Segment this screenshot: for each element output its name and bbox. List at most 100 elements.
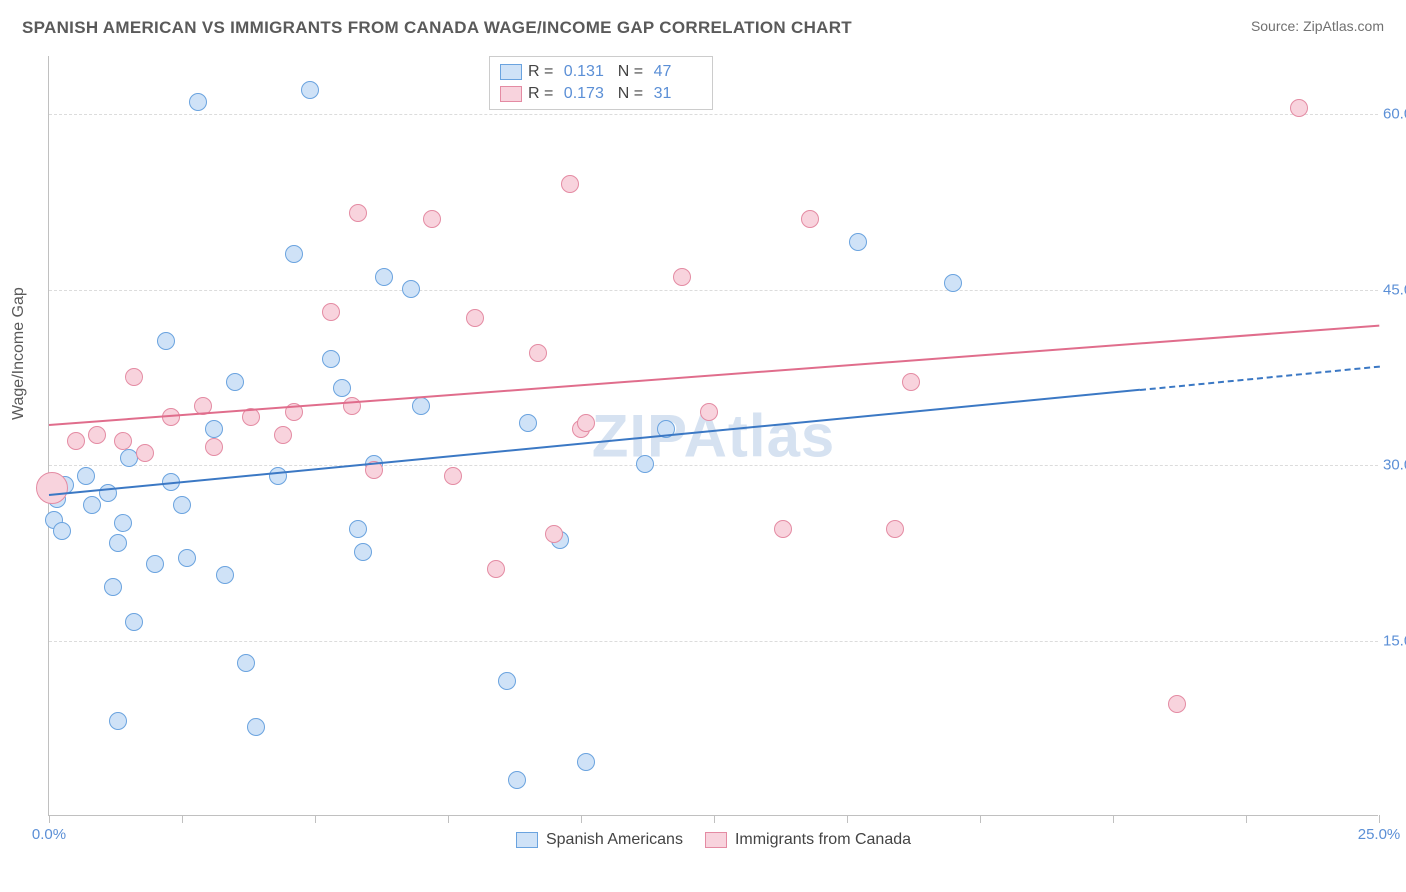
scatter-point bbox=[205, 438, 223, 456]
legend-swatch bbox=[500, 86, 522, 102]
trend-line bbox=[1139, 366, 1379, 391]
scatter-point bbox=[274, 426, 292, 444]
legend-series-item: Spanish Americans bbox=[516, 831, 683, 849]
scatter-point bbox=[343, 397, 361, 415]
x-tick bbox=[714, 815, 715, 823]
x-tick-label: 25.0% bbox=[1358, 826, 1401, 843]
scatter-point bbox=[114, 514, 132, 532]
scatter-point bbox=[189, 93, 207, 111]
scatter-point bbox=[36, 472, 68, 504]
scatter-point bbox=[173, 496, 191, 514]
scatter-point bbox=[53, 522, 71, 540]
scatter-point bbox=[349, 520, 367, 538]
scatter-point bbox=[136, 444, 154, 462]
scatter-point bbox=[67, 432, 85, 450]
scatter-point bbox=[375, 268, 393, 286]
x-tick bbox=[847, 815, 848, 823]
scatter-point bbox=[902, 373, 920, 391]
scatter-point bbox=[125, 613, 143, 631]
legend-r-label: R = bbox=[528, 85, 558, 103]
scatter-point bbox=[157, 332, 175, 350]
x-tick bbox=[49, 815, 50, 823]
chart-source: Source: ZipAtlas.com bbox=[1251, 18, 1384, 34]
scatter-point bbox=[322, 350, 340, 368]
scatter-point bbox=[545, 525, 563, 543]
y-tick-label: 60.0% bbox=[1383, 106, 1406, 123]
legend-correlation-row: R = 0.173 N = 31 bbox=[500, 83, 702, 105]
chart-header: SPANISH AMERICAN VS IMMIGRANTS FROM CANA… bbox=[0, 0, 1406, 46]
scatter-point bbox=[109, 712, 127, 730]
scatter-point bbox=[83, 496, 101, 514]
gridline bbox=[49, 114, 1378, 115]
scatter-point bbox=[333, 379, 351, 397]
legend-swatch bbox=[705, 832, 727, 848]
x-tick bbox=[182, 815, 183, 823]
gridline bbox=[49, 465, 1378, 466]
y-axis-label: Wage/Income Gap bbox=[10, 287, 28, 420]
scatter-point bbox=[77, 467, 95, 485]
scatter-point bbox=[944, 274, 962, 292]
legend-series: Spanish Americans Immigrants from Canada bbox=[49, 831, 1378, 849]
scatter-point bbox=[487, 560, 505, 578]
scatter-point bbox=[269, 467, 287, 485]
scatter-point bbox=[349, 204, 367, 222]
scatter-point bbox=[125, 368, 143, 386]
legend-swatch bbox=[516, 832, 538, 848]
legend-correlation: R = 0.131N = 47R = 0.173N = 31 bbox=[489, 56, 713, 110]
legend-r-value: 0.173 bbox=[564, 85, 612, 103]
x-tick-label: 0.0% bbox=[32, 826, 66, 843]
scatter-point bbox=[444, 467, 462, 485]
scatter-point bbox=[354, 543, 372, 561]
scatter-point bbox=[114, 432, 132, 450]
legend-series-item: Immigrants from Canada bbox=[705, 831, 911, 849]
scatter-point bbox=[886, 520, 904, 538]
x-tick bbox=[315, 815, 316, 823]
scatter-point bbox=[1290, 99, 1308, 117]
legend-correlation-row: R = 0.131N = 47 bbox=[500, 61, 702, 83]
scatter-point bbox=[577, 414, 595, 432]
scatter-point bbox=[673, 268, 691, 286]
scatter-point bbox=[322, 303, 340, 321]
x-tick bbox=[980, 815, 981, 823]
scatter-point bbox=[247, 718, 265, 736]
x-tick bbox=[581, 815, 582, 823]
legend-n-label: N = bbox=[618, 85, 648, 103]
scatter-point bbox=[529, 344, 547, 362]
scatter-point bbox=[402, 280, 420, 298]
scatter-point bbox=[104, 578, 122, 596]
scatter-point bbox=[498, 672, 516, 690]
scatter-point bbox=[205, 420, 223, 438]
scatter-point bbox=[178, 549, 196, 567]
scatter-point bbox=[146, 555, 164, 573]
y-tick-label: 15.0% bbox=[1383, 632, 1406, 649]
scatter-point bbox=[162, 408, 180, 426]
scatter-point bbox=[1168, 695, 1186, 713]
legend-r-value: 0.131 bbox=[564, 63, 612, 81]
legend-n-label: N = bbox=[618, 63, 648, 81]
scatter-point bbox=[237, 654, 255, 672]
y-tick-label: 45.0% bbox=[1383, 281, 1406, 298]
scatter-point bbox=[216, 566, 234, 584]
scatter-chart: ZIPAtlas R = 0.131N = 47R = 0.173N = 31 … bbox=[48, 56, 1378, 816]
scatter-point bbox=[774, 520, 792, 538]
x-tick bbox=[448, 815, 449, 823]
scatter-point bbox=[508, 771, 526, 789]
x-tick bbox=[1379, 815, 1380, 823]
scatter-point bbox=[519, 414, 537, 432]
y-tick-label: 30.0% bbox=[1383, 457, 1406, 474]
scatter-point bbox=[88, 426, 106, 444]
scatter-point bbox=[109, 534, 127, 552]
scatter-point bbox=[561, 175, 579, 193]
scatter-point bbox=[700, 403, 718, 421]
scatter-point bbox=[636, 455, 654, 473]
scatter-point bbox=[849, 233, 867, 251]
scatter-point bbox=[226, 373, 244, 391]
x-tick bbox=[1113, 815, 1114, 823]
legend-r-label: R = bbox=[528, 63, 558, 81]
scatter-point bbox=[301, 81, 319, 99]
gridline bbox=[49, 290, 1378, 291]
scatter-point bbox=[423, 210, 441, 228]
scatter-point bbox=[466, 309, 484, 327]
scatter-point bbox=[412, 397, 430, 415]
legend-n-value: 31 bbox=[654, 85, 702, 103]
